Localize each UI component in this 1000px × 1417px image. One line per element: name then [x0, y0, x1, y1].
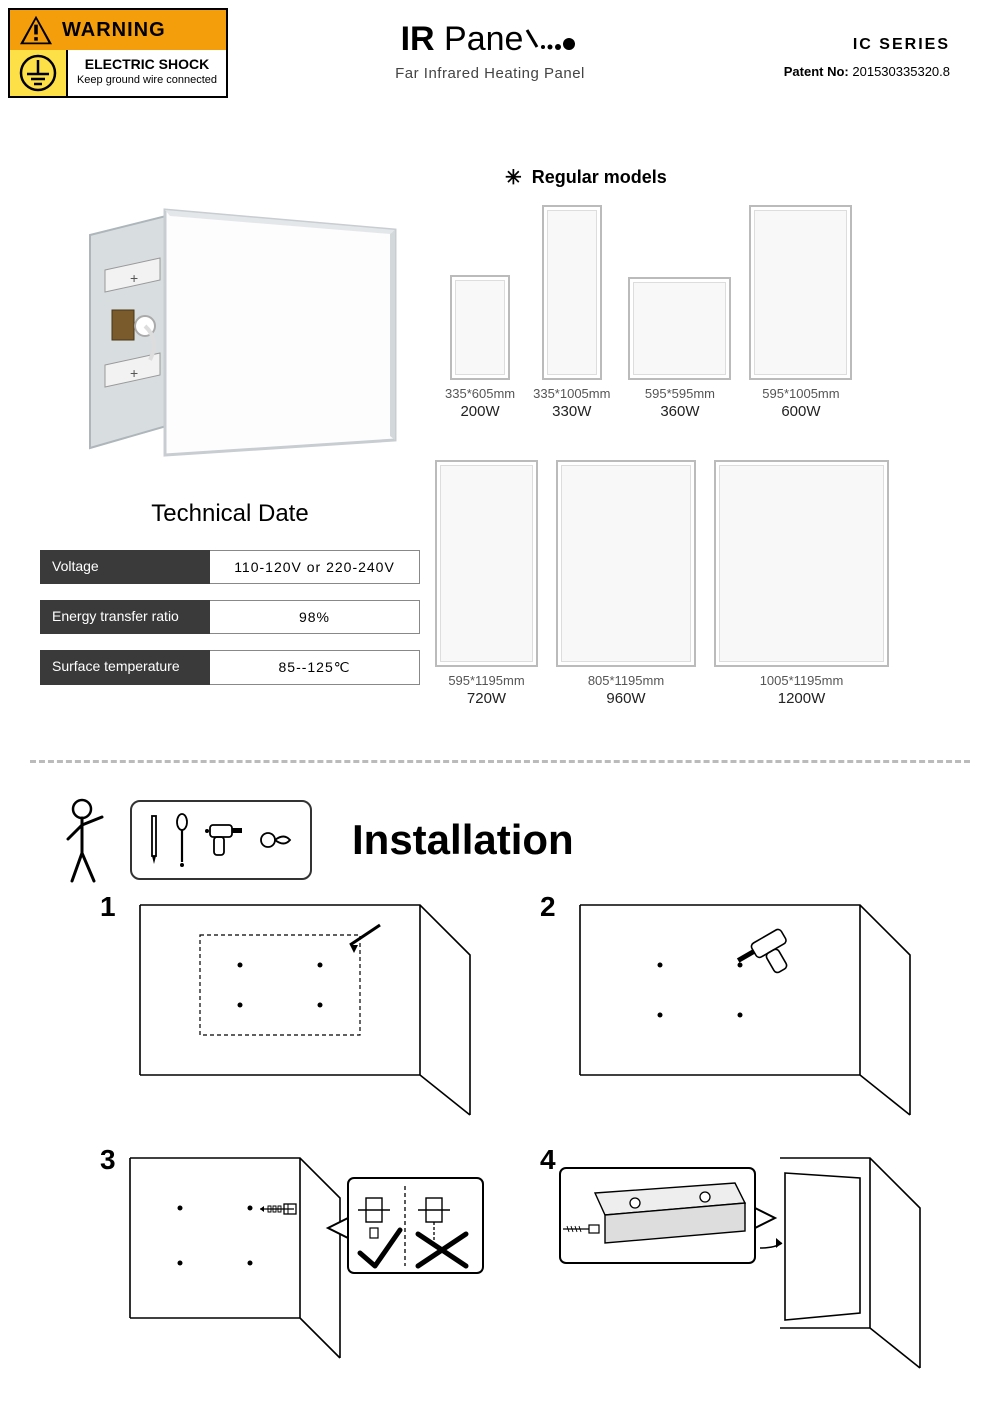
- installation-steps: 1 2 3: [100, 895, 940, 1383]
- pencil-icon: [148, 812, 160, 868]
- warning-title: WARNING: [62, 19, 166, 42]
- model-dimensions: 335*605mm: [445, 386, 515, 401]
- installation-title: Installation: [352, 816, 574, 864]
- model-panel-shape: [714, 460, 889, 667]
- technical-value: 98%: [210, 600, 420, 634]
- model-card: 335*605mm 200W: [445, 275, 515, 420]
- technical-label: Voltage: [40, 550, 210, 584]
- model-card: 595*1005mm 600W: [749, 205, 852, 420]
- regular-models-text: Regular models: [532, 167, 667, 188]
- model-panel-shape: [749, 205, 852, 380]
- patent-line: Patent No: 201530335320.8: [784, 64, 950, 79]
- model-dimensions: 595*1195mm: [435, 673, 538, 688]
- svg-text:+: +: [130, 270, 138, 286]
- step-number: 1: [100, 891, 116, 923]
- model-wattage: 330W: [533, 403, 610, 420]
- model-card: 805*1195mm 960W: [556, 460, 696, 707]
- model-wattage: 200W: [445, 403, 515, 420]
- model-wattage: 960W: [556, 690, 696, 707]
- section-divider: [30, 760, 970, 763]
- models-row-2: 595*1195mm720W805*1195mm960W1005*1195mm1…: [435, 460, 889, 707]
- brand-logo: IR Pane: [340, 20, 640, 59]
- technical-row: Surface temperature85--125℃: [40, 650, 420, 685]
- asterisk-icon: ✳: [505, 165, 522, 190]
- installation-header-row: Installation: [60, 795, 574, 885]
- brand-logo-light: Pane: [444, 20, 523, 58]
- series-block: IC SERIES Patent No: 201530335320.8: [784, 36, 950, 79]
- brand-dots-icon: [525, 20, 579, 59]
- model-card: 1005*1195mm 1200W: [714, 460, 889, 707]
- model-card: 595*595mm 360W: [628, 277, 731, 420]
- person-icon: [60, 795, 120, 885]
- technical-value: 110-120V or 220-240V: [210, 550, 420, 584]
- step-2-diagram: [540, 895, 940, 1125]
- technical-title: Technical Date: [40, 500, 420, 528]
- models-row-1: 335*605mm 200W 335*1005mm 330W 595*595mm 360W…: [445, 205, 852, 420]
- patent-label: Patent No:: [784, 64, 849, 79]
- model-panel-shape: [542, 205, 602, 380]
- ground-symbol: [10, 50, 68, 96]
- series-title: IC SERIES: [784, 36, 950, 54]
- shock-title: ELECTRIC SHOCK: [76, 56, 218, 72]
- step-4-diagram: [540, 1148, 940, 1378]
- brand-logo-bold: IR: [401, 20, 435, 58]
- model-panel-shape: [450, 275, 510, 380]
- step-3: 3: [100, 1148, 500, 1383]
- anchor-icon: [258, 825, 294, 855]
- step-4: 4: [540, 1148, 940, 1383]
- model-wattage: 720W: [435, 690, 538, 707]
- product-photo: + +: [50, 200, 400, 460]
- model-card: 335*1005mm 330W: [533, 205, 610, 420]
- tools-box: [130, 800, 312, 880]
- model-dimensions: 805*1195mm: [556, 673, 696, 688]
- warning-body: ELECTRIC SHOCK Keep ground wire connecte…: [10, 50, 226, 96]
- screwdriver-icon: [174, 812, 190, 868]
- shock-subtitle: Keep ground wire connected: [76, 74, 218, 87]
- patent-number: 201530335320.8: [852, 64, 950, 79]
- technical-label: Energy transfer ratio: [40, 600, 210, 634]
- model-panel-shape: [556, 460, 696, 667]
- model-wattage: 600W: [749, 403, 852, 420]
- shock-text: ELECTRIC SHOCK Keep ground wire connecte…: [68, 50, 226, 96]
- brand-subtitle: Far Infrared Heating Panel: [340, 65, 640, 82]
- step-1: 1: [100, 895, 500, 1130]
- step-3-diagram: [100, 1148, 500, 1378]
- model-panel-shape: [435, 460, 538, 667]
- svg-text:+: +: [130, 365, 138, 381]
- model-wattage: 360W: [628, 403, 731, 420]
- ground-icon: [18, 50, 58, 96]
- technical-section: Technical Date Voltage110-120V or 220-24…: [40, 500, 420, 701]
- technical-value: 85--125℃: [210, 650, 420, 685]
- step-number: 2: [540, 891, 556, 923]
- step-1-diagram: [100, 895, 500, 1125]
- model-dimensions: 335*1005mm: [533, 386, 610, 401]
- brand-block: IR Pane Far Infrared Heating Panel: [340, 20, 640, 82]
- installation-icons: [60, 795, 312, 885]
- model-panel-shape: [628, 277, 731, 380]
- technical-rows: Voltage110-120V or 220-240VEnergy transf…: [40, 550, 420, 685]
- warning-header: WARNING: [10, 10, 226, 50]
- model-dimensions: 595*595mm: [628, 386, 731, 401]
- model-dimensions: 595*1005mm: [749, 386, 852, 401]
- step-number: 4: [540, 1144, 556, 1176]
- technical-row: Energy transfer ratio98%: [40, 600, 420, 634]
- step-number: 3: [100, 1144, 116, 1176]
- warning-triangle-icon: [18, 14, 54, 46]
- warning-box: WARNING ELECTRIC SHOCK Keep ground wire …: [8, 8, 228, 98]
- technical-row: Voltage110-120V or 220-240V: [40, 550, 420, 584]
- regular-models-heading: ✳ Regular models: [505, 165, 667, 190]
- technical-label: Surface temperature: [40, 650, 210, 685]
- model-wattage: 1200W: [714, 690, 889, 707]
- drill-icon: [204, 819, 244, 861]
- model-dimensions: 1005*1195mm: [714, 673, 889, 688]
- step-2: 2: [540, 895, 940, 1130]
- model-card: 595*1195mm 720W: [435, 460, 538, 707]
